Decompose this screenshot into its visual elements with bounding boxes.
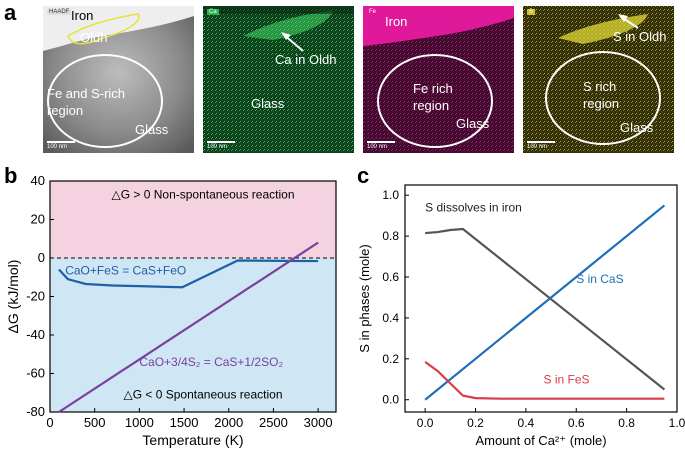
scale-bar: 100 nm: [527, 141, 556, 150]
glass-label: Glass: [135, 122, 169, 137]
y-tick-label: 40: [31, 173, 45, 188]
fe-tag: Fe: [367, 9, 379, 15]
x-tick-label: 0: [46, 415, 53, 430]
haadf-image: HAADF Iron Oldh Fe and S-rich region Gla…: [43, 6, 194, 153]
series-line-1: [58, 241, 319, 413]
y-tick-label: -60: [26, 366, 45, 381]
fe-map-graphic: [363, 6, 514, 153]
y-axis-label: S in phases (mole): [357, 244, 372, 352]
scale-bar: 100 nm: [367, 141, 396, 150]
glass-label: Glass: [456, 116, 490, 131]
annotation-positive: △G > 0 Non-spontaneous reaction: [111, 187, 294, 201]
x-tick-label: 0.8: [618, 416, 635, 430]
series-label-0: S dissolves in iron: [425, 201, 522, 215]
ca-tag: Ca: [207, 9, 219, 15]
x-tick-label: 1000: [125, 415, 154, 430]
x-tick-label: 0.4: [518, 416, 535, 430]
positive-region: [50, 181, 336, 258]
s-map-image: S S in Oldh S rich region Glass 100 nm: [523, 6, 674, 153]
ca-in-oldh-label: Ca in Oldh: [275, 52, 337, 67]
annotation-negative: △G < 0 Spontaneous reaction: [124, 388, 283, 402]
ca-map-image: Ca Ca in Oldh Glass 100 nm: [203, 6, 354, 153]
scale-bar: 100 nm: [47, 141, 76, 150]
scale-bar: 100 nm: [207, 141, 236, 150]
x-axis-label: Temperature (K): [142, 432, 243, 448]
series-label-1: S in CaS: [576, 272, 623, 286]
x-tick-label: 500: [84, 415, 106, 430]
series-line-0: [425, 227, 666, 391]
y-tick-label: 0.8: [382, 229, 399, 243]
iron-label: Iron: [385, 14, 408, 29]
y-tick-label: -20: [26, 289, 45, 304]
s-rich-label: S rich: [583, 79, 617, 94]
series-line-0: [58, 259, 319, 289]
series-label-0: CaO+FeS = CaS+FeO: [65, 263, 186, 277]
x-tick-label: 0.6: [568, 416, 585, 430]
s-rich-label-2: region: [583, 96, 620, 111]
ca-arrow: [281, 32, 304, 52]
panel-label-a: a: [4, 0, 17, 25]
s-tag: S: [527, 9, 536, 15]
y-tick-label: 20: [31, 212, 45, 227]
x-tick-label: 0.0: [417, 416, 434, 430]
x-tick-label: 1.0: [669, 416, 685, 430]
y-tick-label: 0.2: [382, 352, 399, 366]
haadf-image-graphic: [43, 6, 194, 153]
chart-c: 0.0 0.2 0.4 0.6 0.8 1.0 0.0 0.2 0.4 0.6 0.8 1.0 Amou…: [357, 184, 685, 448]
y-tick-label: 0.0: [382, 393, 399, 407]
y-tick-label: 1.0: [382, 188, 399, 202]
y-tick-label: -40: [26, 327, 45, 342]
fe-rich-label-2: region: [413, 98, 450, 113]
x-tick-label: 2000: [214, 415, 243, 430]
plot-frame: [404, 184, 678, 413]
y-tick-label: 0.4: [382, 311, 399, 325]
y-tick-label: 0: [38, 250, 45, 265]
s-in-oldh-label: S in Oldh: [613, 29, 667, 44]
series-line-2: [424, 361, 665, 400]
chart-b: 0 500 1000 1500 2000 2500 3000 -80 -60 -40 -20 0 20 4…: [5, 173, 337, 448]
y-tick-label: -80: [26, 404, 45, 419]
x-axis-label: Amount of Ca²⁺ (mole): [475, 433, 606, 448]
series-label-2: S in FeS: [544, 372, 590, 386]
fe-map-image: Fe Iron Fe rich region Glass 100 nm: [363, 6, 514, 153]
series-line-1: [424, 204, 666, 401]
x-tick-label: 2500: [259, 415, 288, 430]
panel-label-c: c: [357, 163, 370, 188]
ca-map-graphic: [203, 6, 354, 153]
fe-s-rich-label: Fe and S-rich: [47, 86, 126, 101]
iron-label: Iron: [71, 8, 94, 23]
series-label-1: CaO+3/4S₂ = CaS+1/2SO₂: [139, 355, 283, 369]
s-map-graphic: [523, 6, 674, 153]
y-tick-label: 0.6: [382, 270, 399, 284]
x-tick-label: 0.2: [467, 416, 484, 430]
y-axis-label: ΔG (kJ/mol): [5, 260, 21, 334]
x-tick-label: 1500: [170, 415, 199, 430]
fe-s-rich-label-2: region: [47, 103, 84, 118]
fe-rich-label: Fe rich: [413, 81, 453, 96]
haadf-tag: HAADF: [47, 9, 72, 15]
panel-label-b: b: [4, 163, 18, 188]
glass-label: Glass: [251, 96, 285, 111]
glass-label: Glass: [620, 120, 654, 135]
s-arrow: [618, 14, 639, 29]
x-tick-label: 3000: [304, 415, 333, 430]
oldh-label: Oldh: [80, 30, 108, 45]
